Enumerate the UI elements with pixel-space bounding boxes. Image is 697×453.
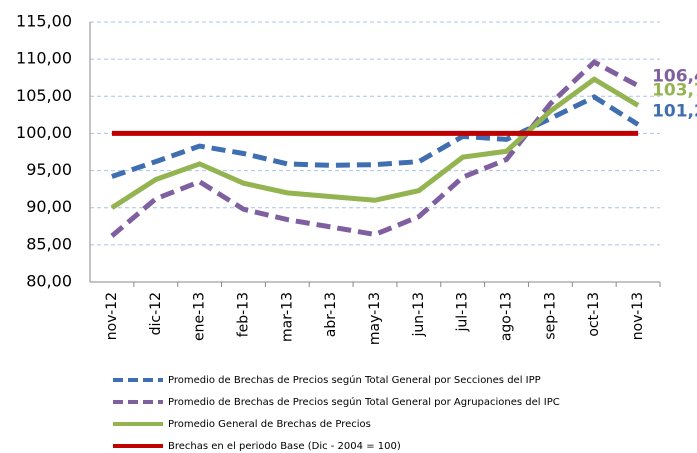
value-label: 101,20 [652, 102, 697, 122]
series-line [111, 94, 640, 179]
value-label: 103,77 [652, 80, 697, 100]
x-tick-label: mar-13 [279, 292, 295, 342]
x-tick-label: jul-13 [455, 292, 471, 333]
legend-label: Brechas en el periodo Base (Dic - 2004 =… [168, 441, 401, 452]
x-tick-label: abr-13 [323, 292, 339, 337]
x-tick-label: feb-13 [235, 292, 251, 337]
y-tick-label: 115,00 [16, 12, 72, 31]
x-tick-label: nov-13 [630, 292, 646, 340]
legend-label: Promedio General de Brechas de Precios [168, 419, 371, 430]
y-tick-label: 95,00 [26, 160, 72, 179]
value-label: 106,42 [652, 67, 697, 87]
x-tick-label: nov-12 [104, 292, 120, 340]
legend-label: Promedio de Brechas de Precios según Tot… [168, 396, 560, 408]
x-tick-label: ene-13 [192, 292, 208, 341]
legend-label: Promedio de Brechas de Precios según Tot… [168, 374, 541, 386]
y-tick-label: 100,00 [16, 123, 72, 142]
x-tick-label: dic-12 [148, 292, 164, 335]
series-line [110, 59, 640, 238]
y-tick-label: 110,00 [16, 49, 72, 68]
y-tick-label: 90,00 [26, 197, 72, 216]
x-tick-label: sep-13 [542, 292, 558, 340]
x-tick-label: oct-13 [586, 292, 602, 337]
x-tick-label: may-13 [367, 292, 383, 345]
x-tick-label: ago-13 [499, 292, 515, 341]
y-tick-label: 85,00 [26, 234, 72, 253]
y-tick-label: 80,00 [26, 272, 72, 291]
series-line [110, 76, 640, 210]
y-tick-label: 105,00 [16, 86, 72, 105]
x-tick-label: jun-13 [411, 292, 427, 338]
